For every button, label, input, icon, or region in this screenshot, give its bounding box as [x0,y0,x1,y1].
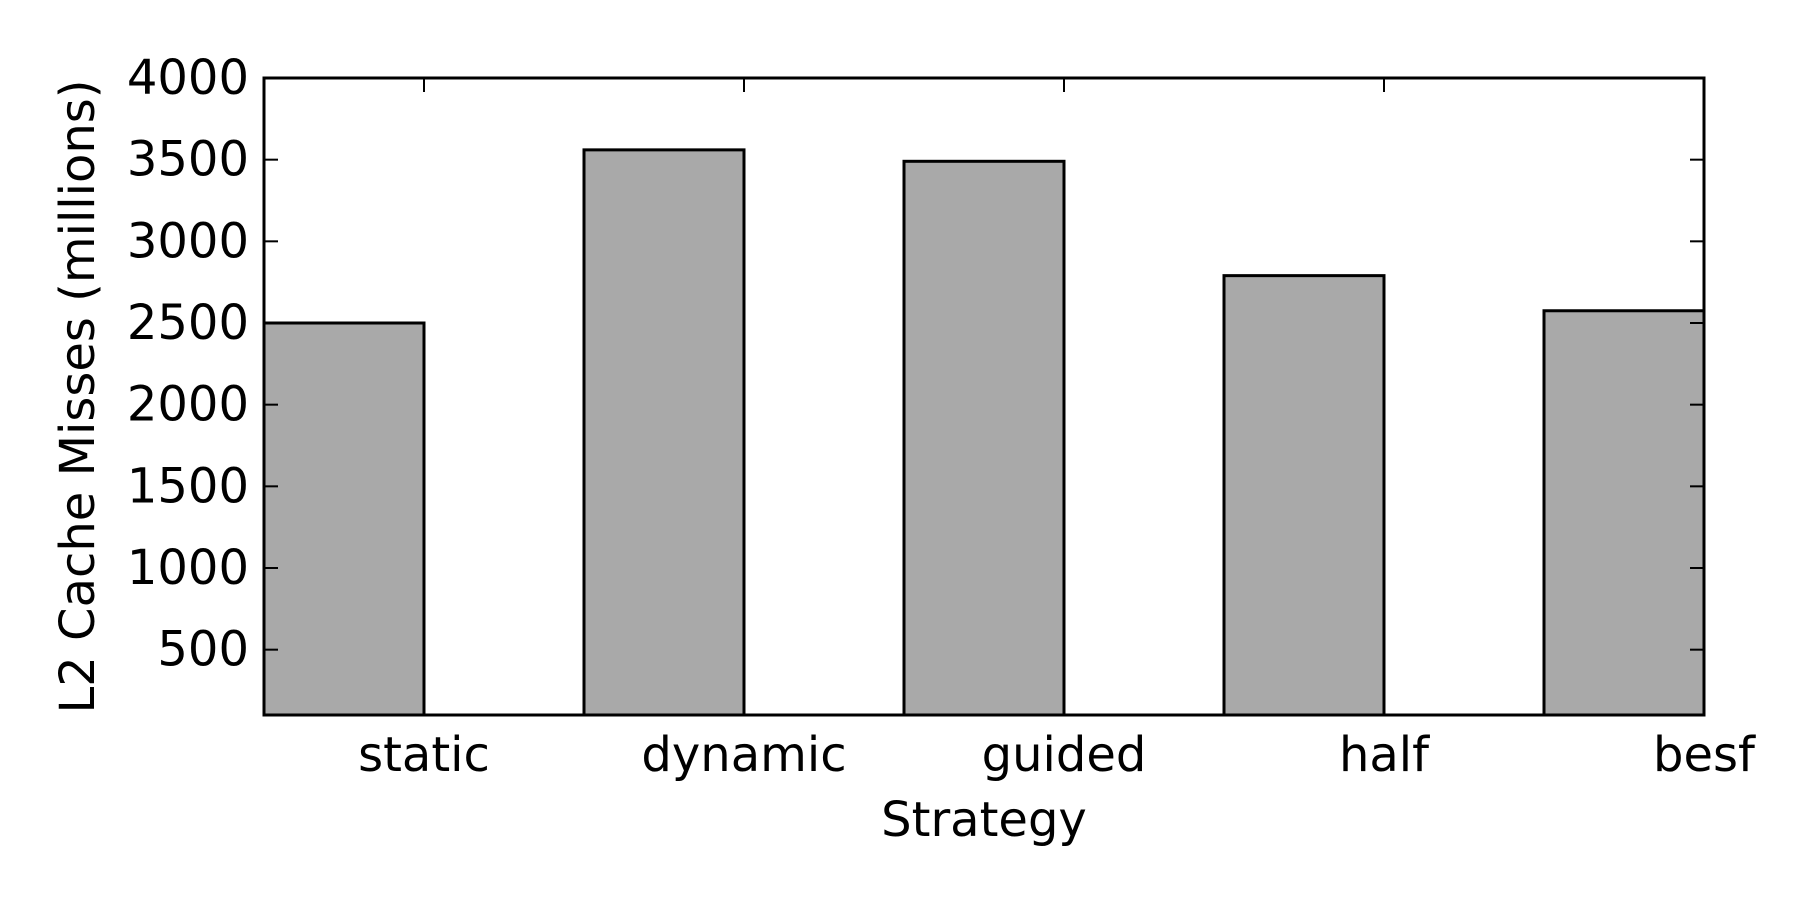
y-axis-title: L2 Cache Misses (millions) [50,80,106,714]
plot-frame [262,76,1706,717]
bar-besf [1542,309,1706,717]
x-tick-label-dynamic: dynamic [641,727,846,783]
bar-half [1222,274,1386,717]
x-axis-title: Strategy [881,792,1087,848]
y-tick-label: 500 [157,622,249,678]
x-tick-label-guided: guided [982,727,1147,783]
bar-dynamic [582,148,746,717]
x-tick-label-static: static [358,727,490,783]
bars-group [262,148,1706,717]
y-tick-labels: 500 1000 1500 2000 2500 3000 3500 4000 [127,50,249,678]
bar-static [262,321,426,717]
y-tick-label: 3500 [127,132,249,188]
bar-guided [902,159,1066,717]
y-tick-label: 1500 [127,458,249,514]
x-tick-label-besf: besf [1653,727,1756,783]
x-tick-labels: static dynamic guided half besf [358,727,1756,783]
y-tick-label: 2500 [127,295,249,351]
x-tick-label-half: half [1339,727,1430,783]
y-tick-label: 2000 [127,377,249,433]
y-tick-label: 4000 [127,50,249,106]
y-tick-label: 1000 [127,540,249,596]
y-tick-label: 3000 [127,213,249,269]
